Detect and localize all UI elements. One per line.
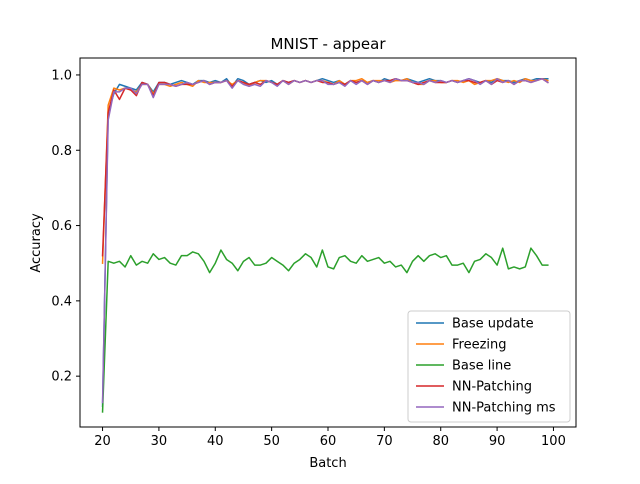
legend-label-freezing: Freezing: [452, 338, 507, 353]
x-tick-label: 100: [541, 434, 566, 449]
series-line-nn-patching-ms: [101, 77, 549, 404]
y-axis-label: Accuracy: [29, 213, 44, 273]
y-tick-label: 1.0: [51, 68, 72, 83]
legend: Base update Freezing Base line NN-Patching N…: [407, 310, 571, 423]
legend-label-nn-patching-ms: NN-Patching ms: [452, 401, 556, 416]
y-tick-label: 0.4: [51, 294, 72, 309]
x-tick-label: 90: [489, 434, 506, 449]
y-tick-label: 0.8: [51, 144, 72, 159]
x-tick-label: 70: [376, 434, 393, 449]
x-tick-label: 80: [432, 434, 449, 449]
y-tick-label: 0.6: [51, 219, 72, 234]
legend-label-base-line: Base line: [452, 359, 511, 374]
x-tick-label: 60: [320, 434, 337, 449]
chart-title: MNIST - appear: [270, 35, 386, 53]
plot-area: 20 30 40 50 60 70 80 90 100 0.2 0.4 0.6 0.8 1.0: [51, 57, 577, 449]
legend-label-base-update: Base update: [452, 317, 534, 332]
x-tick-label: 40: [207, 434, 224, 449]
x-tick-label: 20: [94, 434, 111, 449]
y-tick-label: 0.2: [51, 370, 72, 385]
legend-box: [407, 310, 571, 423]
legend-label-nn-patching: NN-Patching: [452, 380, 532, 395]
x-tick-label: 50: [263, 434, 280, 449]
x-tick-label: 30: [151, 434, 168, 449]
series-line-base-line: [101, 247, 549, 413]
x-axis-label: Batch: [309, 456, 346, 471]
series-line-freezing: [101, 77, 549, 264]
